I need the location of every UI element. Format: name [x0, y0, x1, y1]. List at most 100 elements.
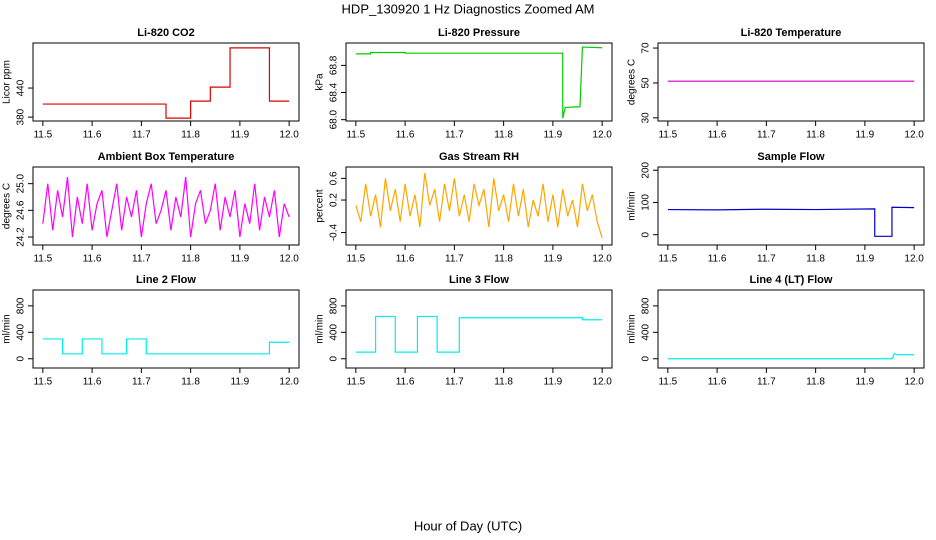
- data-line: [42, 47, 290, 119]
- y-tick-label: 0: [329, 356, 340, 362]
- x-tick-label: 12.0: [279, 254, 299, 265]
- y-tick-label: 0: [641, 356, 652, 362]
- x-tick-label: 11.9: [856, 130, 875, 141]
- x-tick-label: 11.6: [708, 130, 727, 141]
- plot-frame: [32, 166, 300, 246]
- x-tick-label: 11.5: [33, 254, 52, 265]
- y-tick-label: 800: [641, 297, 652, 314]
- x-tick-label: 11.5: [346, 377, 365, 388]
- y-tick-label: 440: [16, 79, 27, 96]
- x-tick-label: 11.5: [33, 377, 52, 388]
- x-tick-label: 11.9: [544, 130, 563, 141]
- x-tick-label: 11.8: [181, 130, 200, 141]
- x-tick-label: 11.5: [658, 254, 677, 265]
- plot-frame: [32, 289, 300, 369]
- x-tick-label: 12.0: [904, 254, 924, 265]
- data-line: [355, 172, 603, 239]
- x-tick-label: 11.8: [806, 254, 825, 265]
- y-tick-label: -0.4: [329, 223, 340, 241]
- panel-title: Line 3 Flow: [449, 274, 509, 286]
- y-tick-label: 68.4: [329, 82, 340, 102]
- y-tick-label: 400: [16, 324, 27, 341]
- data-line: [355, 315, 603, 353]
- data-line: [355, 46, 603, 119]
- plot-frame: [657, 42, 925, 122]
- panel-title: Gas Stream RH: [439, 151, 519, 163]
- x-tick-label: 11.9: [231, 377, 250, 388]
- x-tick-label: 11.9: [544, 377, 563, 388]
- x-tick-label: 11.5: [658, 377, 677, 388]
- data-line: [667, 352, 915, 360]
- x-tick-label: 11.9: [856, 377, 875, 388]
- x-tick-label: 11.7: [445, 254, 464, 265]
- panel-title: Line 2 Flow: [136, 274, 196, 286]
- x-tick-label: 11.7: [132, 130, 151, 141]
- x-tick-label: 12.0: [592, 130, 612, 141]
- panel-title: Line 4 (LT) Flow: [750, 274, 833, 286]
- y-tick-label: 0: [641, 231, 652, 237]
- x-tick-label: 11.9: [544, 254, 563, 265]
- x-tick-label: 12.0: [279, 130, 299, 141]
- y-tick-label: 100: [641, 194, 652, 211]
- y-axis-label: ml/min: [627, 191, 638, 220]
- x-tick-label: 11.9: [231, 254, 250, 265]
- x-tick-label: 12.0: [592, 377, 612, 388]
- x-tick-label: 11.5: [346, 130, 365, 141]
- plot-frame: [657, 289, 925, 369]
- y-tick-label: 68.0: [329, 109, 340, 129]
- x-tick-label: 11.6: [83, 377, 102, 388]
- y-axis-label: Licor ppm: [2, 60, 13, 104]
- x-axis-label: Hour of Day (UTC): [414, 518, 522, 533]
- x-tick-label: 11.8: [806, 130, 825, 141]
- y-tick-label: 0.2: [329, 193, 340, 207]
- x-tick-label: 12.0: [279, 377, 299, 388]
- y-axis-label: kPa: [315, 73, 326, 91]
- y-tick-label: 50: [641, 77, 652, 89]
- y-axis-label: ml/min: [315, 314, 326, 343]
- x-tick-label: 11.8: [181, 254, 200, 265]
- x-tick-label: 11.6: [396, 377, 415, 388]
- plot-frame: [32, 42, 300, 122]
- y-tick-label: 400: [641, 324, 652, 341]
- y-tick-label: 400: [329, 324, 340, 341]
- y-tick-label: 25.0: [16, 173, 27, 193]
- y-tick-label: 0: [16, 356, 27, 362]
- panel-title: Li-820 CO2: [137, 27, 194, 39]
- x-tick-label: 11.5: [33, 130, 52, 141]
- y-tick-label: 70: [641, 42, 652, 54]
- x-tick-label: 12.0: [904, 377, 924, 388]
- x-tick-label: 11.8: [494, 377, 513, 388]
- y-axis-label: degrees C: [627, 59, 638, 105]
- panel-title: Li-820 Pressure: [438, 27, 520, 39]
- y-tick-label: 24.2: [16, 227, 27, 247]
- x-tick-label: 11.7: [445, 130, 464, 141]
- plot-frame: [657, 166, 925, 246]
- data-line: [42, 176, 290, 238]
- plot-frame: [345, 166, 613, 246]
- x-tick-label: 11.6: [83, 254, 102, 265]
- x-tick-label: 11.6: [708, 254, 727, 265]
- y-axis-label: ml/min: [627, 314, 638, 343]
- x-tick-label: 11.7: [757, 130, 776, 141]
- y-tick-label: 0.6: [329, 171, 340, 185]
- y-tick-label: 24.6: [16, 200, 27, 220]
- y-axis-label: degrees C: [2, 183, 13, 229]
- x-tick-label: 12.0: [904, 130, 924, 141]
- panel-title: Li-820 Temperature: [741, 27, 842, 39]
- y-tick-label: 380: [16, 108, 27, 125]
- x-tick-label: 11.7: [757, 377, 776, 388]
- plot-frame: [345, 289, 613, 369]
- x-tick-label: 11.6: [396, 130, 415, 141]
- panel-title: Ambient Box Temperature: [98, 151, 235, 163]
- x-tick-label: 11.8: [806, 377, 825, 388]
- x-tick-label: 11.7: [132, 254, 151, 265]
- x-tick-label: 11.6: [83, 130, 102, 141]
- x-tick-label: 11.5: [346, 254, 365, 265]
- x-tick-label: 11.6: [708, 377, 727, 388]
- y-tick-label: 800: [16, 297, 27, 314]
- x-tick-label: 11.7: [757, 254, 776, 265]
- y-axis-label: percent: [315, 189, 326, 223]
- x-tick-label: 11.5: [658, 130, 677, 141]
